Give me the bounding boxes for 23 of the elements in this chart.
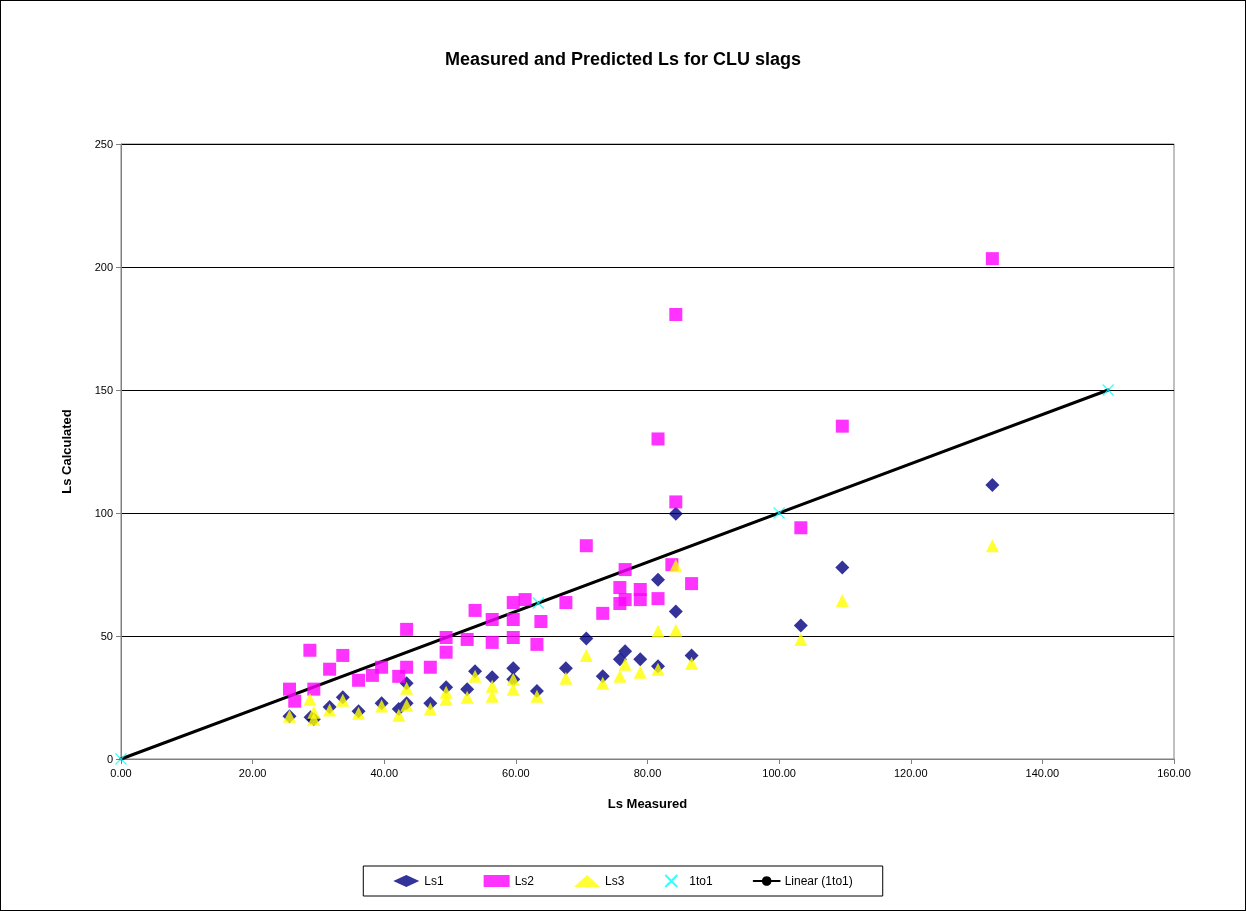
- x-tick-label: 40.00: [370, 766, 399, 779]
- x-tick-label: 80.00: [633, 766, 662, 779]
- legend-label: Ls2: [514, 874, 535, 888]
- x-tick-label: 60.00: [502, 766, 530, 779]
- legend-label: 1to1: [689, 874, 714, 888]
- y-axis-title: Ls Calculated: [59, 409, 74, 494]
- y-tick-label: 250: [94, 138, 113, 150]
- chart-title: Measured and Predicted Ls for CLU slags: [444, 49, 802, 69]
- x-axis-title: Ls Measured: [607, 796, 688, 811]
- y-tick-label: 0: [106, 753, 113, 765]
- x-tick-label: 20.00: [238, 766, 267, 779]
- y-tick-label: 200: [94, 261, 113, 273]
- y-tick-label: 50: [100, 630, 113, 642]
- legend-label: Ls1: [424, 874, 444, 888]
- x-tick-label: 120.00: [893, 766, 928, 779]
- legend-label: Linear (1to1): [784, 874, 853, 888]
- y-tick-label: 100: [94, 507, 113, 519]
- legend-label: Ls3: [604, 874, 625, 888]
- x-tick-label: 100.00: [762, 766, 796, 779]
- x-tick-label: 160.00: [1157, 766, 1191, 779]
- y-tick-label: 150: [94, 384, 113, 396]
- x-tick-label: 140.00: [1025, 766, 1060, 779]
- x-tick-label: 0.00: [110, 766, 132, 779]
